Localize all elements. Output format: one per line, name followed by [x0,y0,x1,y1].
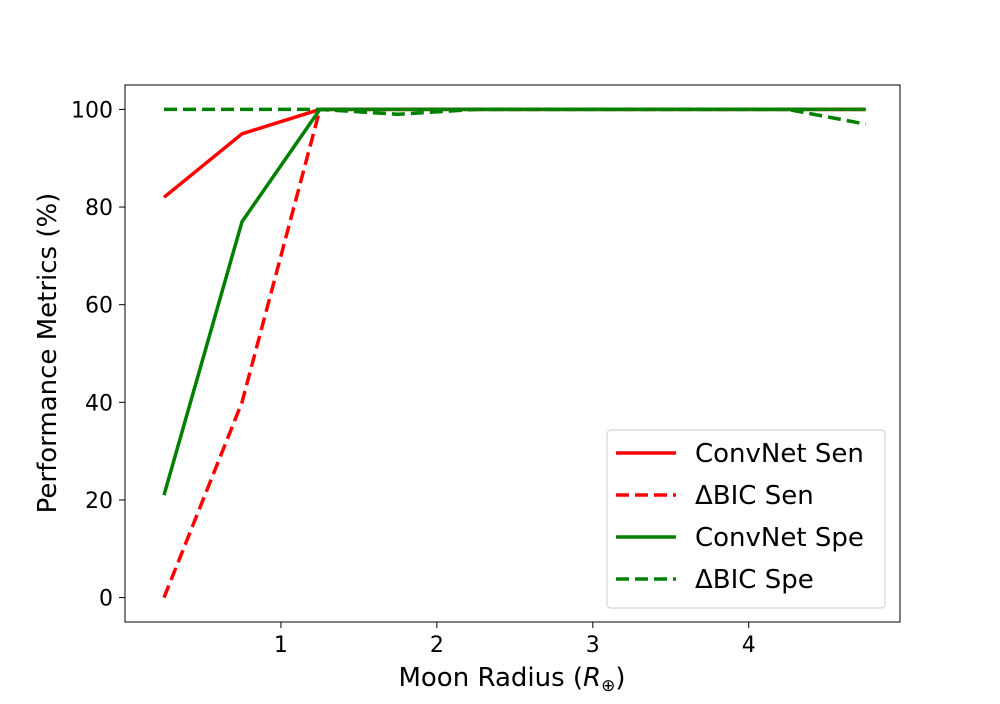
y-tick-label: 100 [71,98,113,123]
x-tick-label: 4 [742,633,756,658]
series-line-4 [164,107,867,126]
y-axis-ticks: 0 20 40 60 80 100 [71,98,125,612]
y-axis-label: Performance Metrics (%) [33,193,63,514]
y-tick-label: 20 [85,489,113,514]
x-axis-label: Moon Radius (R⊕) [398,663,625,696]
legend-label-4: ΔBIC Spe [695,565,814,595]
x-tick-label: 2 [430,633,444,658]
plot-frame [124,84,901,623]
y-tick-label: 0 [99,587,113,612]
y-tick-label: 80 [85,196,113,221]
y-tick-label: 60 [85,294,113,319]
legend-label-2: ΔBIC Sen [695,481,814,511]
legend: ConvNet Sen ΔBIC Sen ConvNet Spe ΔBIC Spe [606,429,886,609]
x-axis-ticks: 1 2 3 4 [274,622,756,658]
y-tick-label: 40 [85,391,113,416]
series-layer [162,107,867,599]
x-tick-label: 3 [586,633,600,658]
x-tick-label: 1 [274,633,288,658]
legend-box [606,429,886,609]
legend-label-1: ConvNet Sen [695,439,864,469]
legend-label-3: ConvNet Spe [695,523,864,553]
